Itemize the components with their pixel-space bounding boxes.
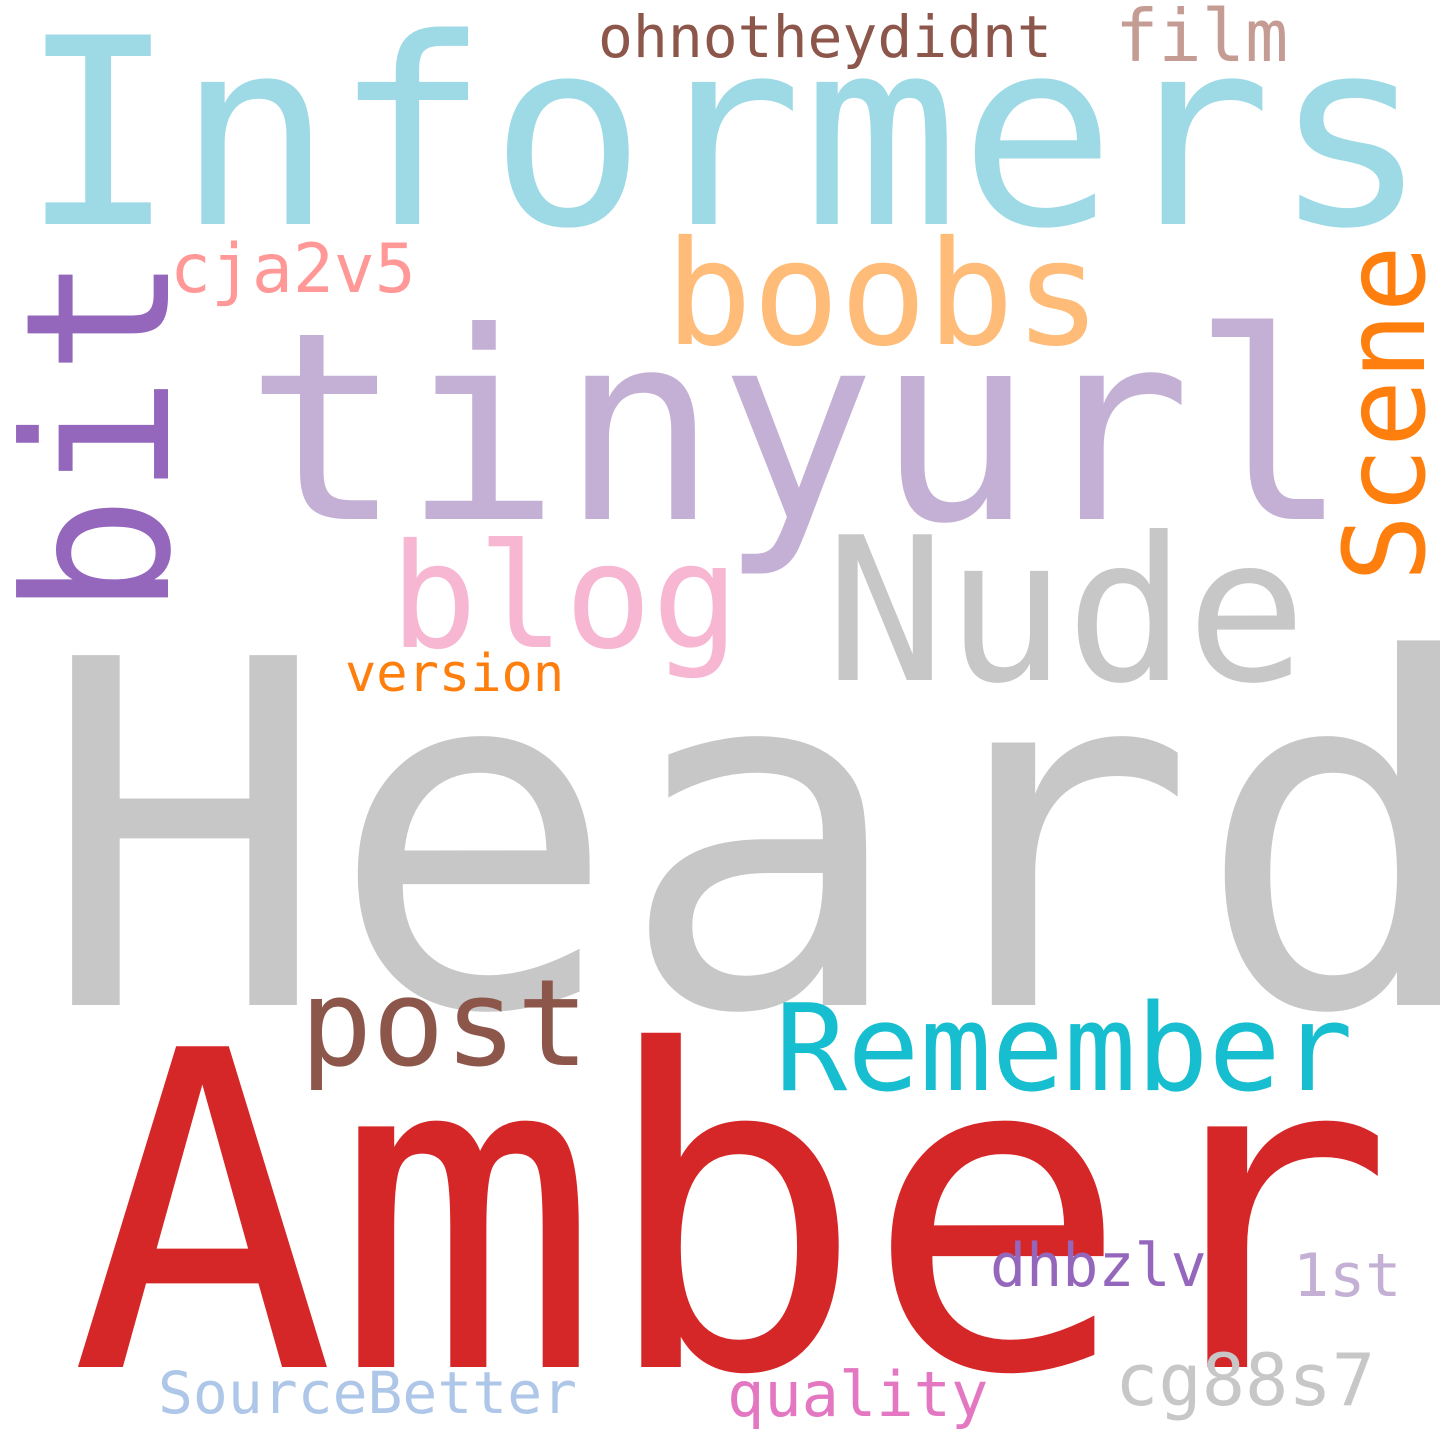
word-dhbzlv: dhbzlv xyxy=(990,1231,1207,1301)
word-informers: Informers xyxy=(20,0,1429,286)
word-version: version xyxy=(345,644,565,704)
word-cja2v5: cja2v5 xyxy=(170,230,416,309)
word-scene: Scene xyxy=(1321,245,1440,583)
word-heard: Heard xyxy=(40,560,1440,1119)
word-blog: blog xyxy=(390,513,740,682)
word-amber: Amber xyxy=(70,959,1395,1440)
word-boobs: boobs xyxy=(665,210,1102,379)
word-sourcebetter: SourceBetter xyxy=(158,1359,578,1427)
word-ohnotheydidnt: ohnotheydidnt xyxy=(598,3,1052,71)
word-cg88s7: cg88s7 xyxy=(1115,1338,1376,1422)
word-tinyurl: tinyurl xyxy=(245,276,1350,581)
word-post: post xyxy=(300,955,589,1094)
word-bit: bit xyxy=(0,255,216,617)
word-1st: 1st xyxy=(1293,1241,1402,1311)
word-remember: Remember xyxy=(775,980,1353,1119)
word-nude: Nude xyxy=(825,495,1307,728)
word-film: film xyxy=(1115,0,1289,78)
word-quality: quality xyxy=(727,1358,989,1431)
